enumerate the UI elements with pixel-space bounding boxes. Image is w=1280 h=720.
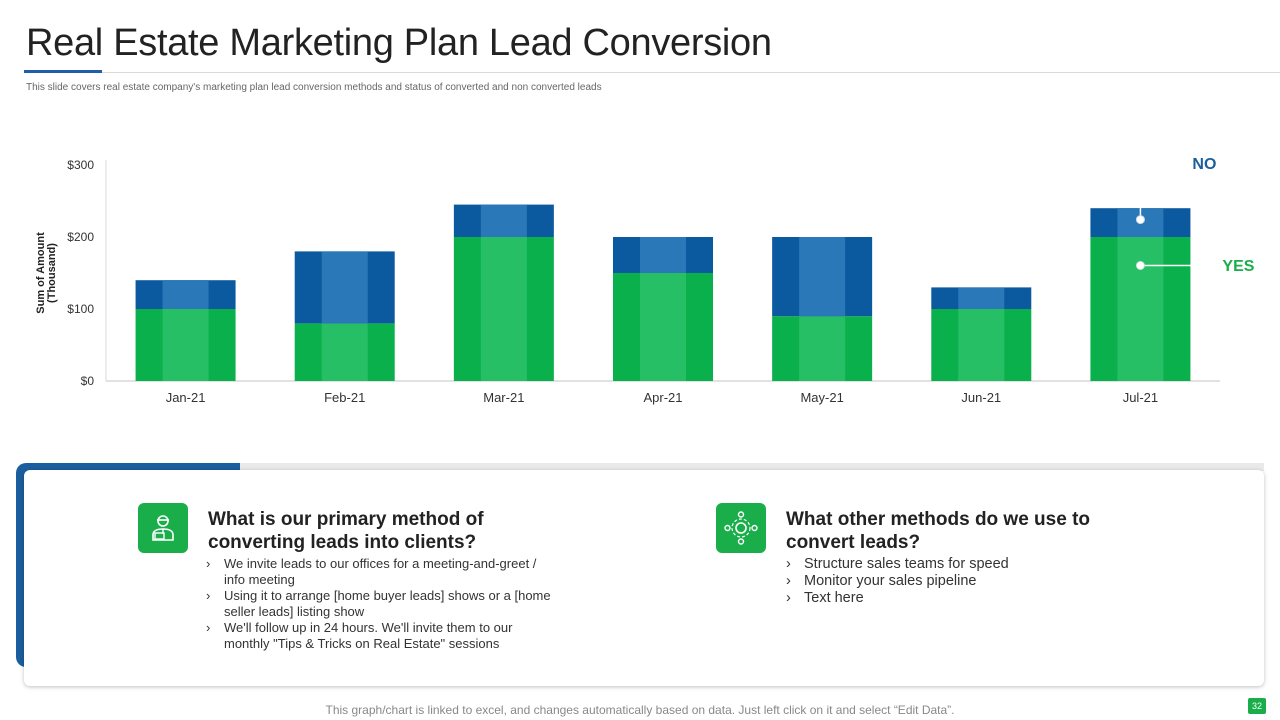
y-tick-label: $100 [67,302,94,316]
list-item: Text here [784,590,1164,607]
y-axis-title-line: Sum of Amount [35,232,47,314]
y-tick-label: $300 [67,158,94,172]
legend-no-label: NO [1192,156,1216,173]
primary-method-question: What is our primary method of converting… [208,508,484,554]
slide-title: Real Estate Marketing Plan Lead Conversi… [26,22,772,64]
list-item: Structure sales teams for speed [784,556,1164,573]
x-tick-label: Jul-21 [1123,390,1158,405]
other-methods-title-line2: convert leads? [786,532,921,553]
network-icon [716,503,766,553]
info-panel: What is our primary method of converting… [24,470,1264,686]
title-accent-bar [24,70,102,73]
list-item: We'll follow up in 24 hours. We'll invit… [204,620,584,652]
list-item: Monitor your sales pipeline [784,573,1164,590]
bar-no-highlight [640,237,686,273]
bar-yes-highlight [321,323,368,381]
y-axis-title: Sum of Amount(Thousand) [35,232,58,314]
slide-subtitle: This slide covers real estate company's … [26,82,602,93]
primary-method-title-line2: converting leads into clients? [208,532,477,553]
footer-note: This graph/chart is linked to excel, and… [325,703,955,717]
stacked-bar-chart: $0 $100 $200 $300 Sum of Amount(Thousand) Jan… [35,156,1255,405]
primary-method-title-line1: What is our primary method of [208,509,484,530]
panel-shade [240,463,1264,471]
other-methods-question: What other methods do we use to convert … [786,508,1090,554]
other-methods-title-line1: What other methods do we use to [786,509,1091,530]
bar-yes-highlight [1117,237,1164,381]
callout-dot-no [1135,215,1145,225]
bar-no-highlight [321,251,368,324]
callout-line-no [1139,163,1181,220]
other-methods-list: Structure sales teams for speed Monitor … [784,556,1164,607]
callout-dot-yes [1135,261,1145,270]
x-tick-label: Jun-21 [961,390,1001,405]
list-item: Using it to arrange [home buyer leads] s… [204,588,584,620]
primary-method-list: We invite leads to our offices for a mee… [204,556,584,652]
x-tick-label: Mar-21 [483,390,524,405]
x-tick-label: Feb-21 [324,390,365,405]
y-axis-title-line: (Thousand) [46,243,58,303]
bar-yes-highlight [958,309,1005,381]
bar-yes-highlight [480,237,527,381]
bar-no-highlight [480,204,527,237]
page-number: 32 [1248,698,1266,714]
callout-arrow-yes [1204,260,1212,271]
callout-arrow-no [1174,159,1182,169]
y-tick-label: $200 [67,230,94,244]
legend-yes-label: YES [1222,258,1254,275]
bar-yes-highlight [799,316,846,381]
y-tick-label: $0 [81,374,95,388]
list-item: We invite leads to our offices for a mee… [204,556,584,588]
agent-icon [138,503,188,553]
bar-no-highlight [799,237,846,317]
bar-yes-highlight [162,309,209,381]
bar-yes-highlight [640,273,686,381]
x-tick-label: Jan-21 [166,390,206,405]
bar-no-highlight [958,287,1005,309]
x-tick-label: Apr-21 [643,390,682,405]
x-tick-label: May-21 [800,390,843,405]
title-divider [24,72,1280,73]
bar-no-highlight [162,280,209,309]
